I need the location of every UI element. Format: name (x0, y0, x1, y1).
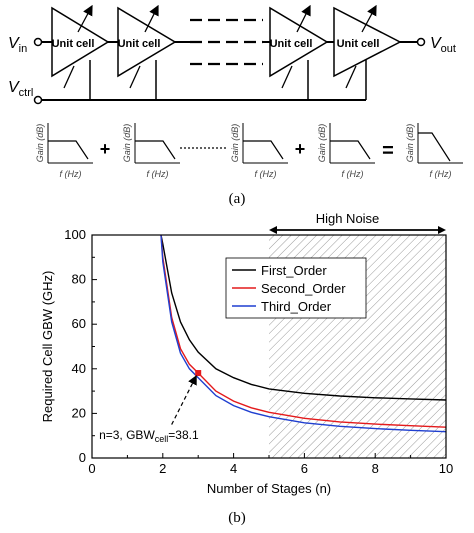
y-tick-label: 0 (79, 450, 86, 465)
highlight-point (195, 370, 202, 377)
gain-curve (135, 140, 176, 160)
tuning-arrow-icon (144, 4, 159, 33)
gain-plot-5: Gain (dB) f (Hz) (405, 123, 463, 179)
unit-cell-3 (269, 4, 329, 89)
amplifier-schematic: Unit cell Unit cell Unit cell Unit cell … (8, 4, 456, 105)
plot-ylabel: Gain (dB) (317, 124, 327, 163)
plot-ylabel: Gain (dB) (35, 124, 45, 163)
unit-cell-4 (333, 4, 402, 89)
input-terminal (33, 37, 43, 47)
unit-cell-2 (117, 4, 177, 89)
arrow-right-icon (438, 226, 446, 234)
x-tick-label: 10 (439, 461, 453, 476)
plot-ylabel: Gain (dB) (230, 124, 240, 163)
plot-xlabel: f (Hz) (60, 169, 82, 179)
y-tick-label: 80 (72, 272, 86, 287)
plus-sign: + (295, 139, 306, 159)
series-line-1 (160, 235, 446, 401)
y-tick-label: 40 (72, 361, 86, 376)
legend-entry: Third_Order (261, 299, 332, 314)
y-tick-label: 20 (72, 405, 86, 420)
plot-ylabel: Gain (dB) (405, 124, 415, 163)
gain-plot-1: Gain (dB) f (Hz) (35, 123, 93, 179)
x-tick-label: 4 (230, 461, 237, 476)
tuning-arrow-icon (296, 4, 311, 33)
gain-curve (330, 140, 371, 160)
plot-xlabel: f (Hz) (147, 169, 169, 179)
arrow-left-icon (269, 226, 277, 234)
plot-xlabel: f (Hz) (255, 169, 277, 179)
caption-b: (b) (228, 510, 246, 526)
series-line-3 (160, 235, 446, 433)
series-line-2 (160, 235, 446, 428)
gain-response-plots: Gain (dB) f (Hz) Gain (dB) f (Hz) Gain (dB) f… (35, 123, 463, 179)
input-label: Vin (8, 35, 27, 55)
plot-xlabel: f (Hz) (430, 169, 452, 179)
y-axis-label: Required Cell GBW (GHz) (40, 271, 55, 423)
tuning-arrow-icon (77, 4, 93, 33)
x-tick-label: 6 (301, 461, 308, 476)
gain-plot-4: Gain (dB) f (Hz) (317, 123, 375, 179)
unit-cell-label: Unit cell (52, 38, 95, 50)
gain-curve (243, 140, 284, 160)
gain-plot-2: Gain (dB) f (Hz) (122, 123, 180, 179)
tuning-arrow-icon (361, 4, 377, 33)
unit-cell-label: Unit cell (270, 38, 313, 50)
legend-entry: First_Order (261, 263, 327, 278)
caption-a: (a) (229, 191, 246, 207)
plot-ylabel: Gain (dB) (122, 124, 132, 163)
x-tick-label: 8 (372, 461, 379, 476)
x-tick-label: 2 (159, 461, 166, 476)
legend: First_Order Second_Order Third_Order (225, 257, 367, 319)
annotation-arrow (171, 374, 197, 425)
unit-cell-label: Unit cell (118, 38, 161, 50)
y-tick-label: 60 (72, 316, 86, 331)
ctrl-label: Vctrl (8, 79, 33, 99)
unit-cell-label: Unit cell (337, 38, 380, 50)
plot-xlabel: f (Hz) (342, 169, 364, 179)
equals-sign: = (382, 140, 394, 162)
ctrl-terminal (33, 95, 43, 105)
plus-sign: + (100, 139, 111, 159)
output-label: Vout (430, 35, 456, 55)
unit-cell-1 (51, 4, 110, 89)
gain-curve (48, 140, 89, 160)
gain-plot-3: Gain (dB) f (Hz) (230, 123, 288, 179)
gain-curve (418, 132, 451, 162)
high-noise-label: High Noise (316, 211, 380, 226)
x-axis-label: Number of Stages (n) (207, 481, 331, 496)
output-terminal (416, 37, 426, 47)
legend-entry: Second_Order (261, 281, 346, 296)
x-tick-label: 0 (88, 461, 95, 476)
annotation-label: n=3, GBWcell=38.1 (99, 428, 199, 444)
y-tick-label: 100 (64, 227, 86, 242)
